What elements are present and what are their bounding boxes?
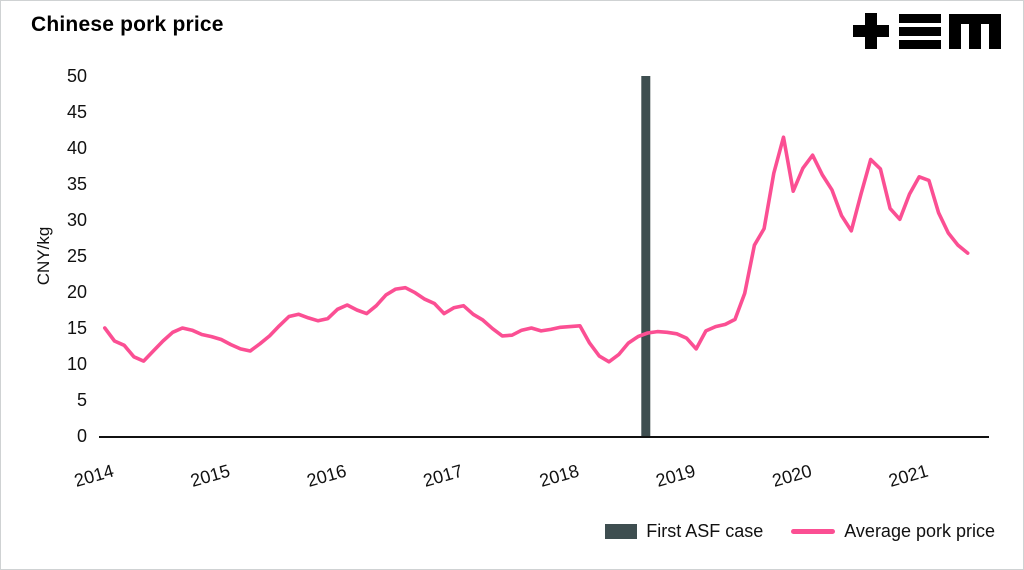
svg-text:15: 15: [67, 318, 87, 338]
svg-text:2020: 2020: [770, 461, 814, 491]
svg-text:50: 50: [67, 66, 87, 86]
first-asf-case-bar: [641, 76, 651, 436]
svg-text:40: 40: [67, 138, 87, 158]
svg-text:45: 45: [67, 102, 87, 122]
x-tick-labels: 2014 2015 2016 2017 2018 2019 2020 2021: [72, 461, 930, 491]
logo-bars-icon: [899, 14, 941, 49]
line-chart: 0 5 10 15 20 25 30 35 40 45 50 2014 2015 2016 2017 2018…: [67, 66, 989, 491]
svg-text:20: 20: [67, 282, 87, 302]
legend-label-first-asf-case: First ASF case: [646, 521, 764, 541]
svg-text:2019: 2019: [654, 461, 698, 491]
svg-text:2016: 2016: [305, 461, 349, 491]
svg-text:2014: 2014: [72, 461, 116, 491]
svg-text:2017: 2017: [421, 461, 465, 491]
average-pork-price-line: [103, 135, 970, 364]
legend-item-average-pork-price: Average pork price: [791, 521, 995, 542]
svg-text:2015: 2015: [188, 461, 232, 491]
chart-title: Chinese pork price: [31, 13, 224, 36]
svg-text:30: 30: [67, 210, 87, 230]
logo-plus-icon: [853, 13, 889, 49]
svg-text:0: 0: [77, 426, 87, 446]
tem-logo: [853, 13, 1001, 49]
legend-label-average-pork-price: Average pork price: [844, 521, 995, 541]
y-tick-labels: 0 5 10 15 20 25 30 35 40 45 50: [67, 66, 87, 446]
svg-text:2018: 2018: [537, 461, 581, 491]
logo-m-icon: [949, 14, 1001, 49]
svg-text:5: 5: [77, 390, 87, 410]
svg-text:2021: 2021: [886, 461, 930, 491]
svg-text:35: 35: [67, 174, 87, 194]
legend-swatch-bar: [605, 524, 638, 539]
legend-swatch-line: [791, 529, 836, 534]
svg-text:10: 10: [67, 354, 87, 374]
legend: First ASF case Average pork price: [605, 521, 995, 542]
svg-text:25: 25: [67, 246, 87, 266]
legend-item-first-asf-case: First ASF case: [605, 521, 763, 542]
